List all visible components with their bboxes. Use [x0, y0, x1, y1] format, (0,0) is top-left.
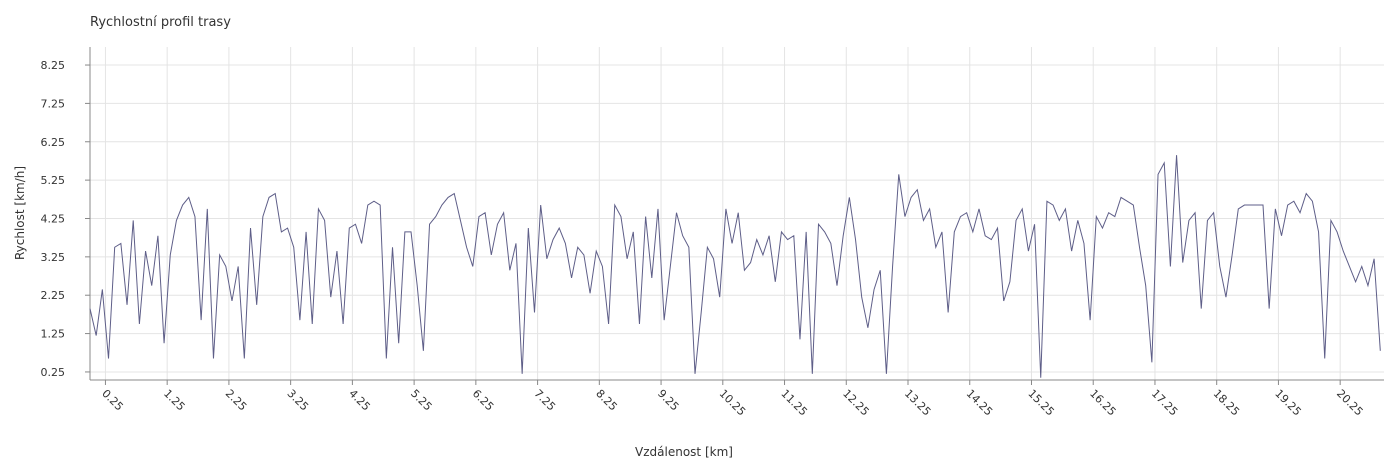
y-tick-label: 0.25	[41, 366, 66, 379]
x-tick-label: 0.25	[99, 387, 126, 414]
x-tick-label: 6.25	[470, 387, 497, 414]
x-tick-label: 2.25	[223, 387, 250, 414]
y-tick-label: 4.25	[41, 212, 66, 225]
x-tick-label: 15.25	[1025, 387, 1056, 418]
x-tick-label: 14.25	[964, 387, 995, 418]
line	[89, 155, 1381, 378]
y-tick-label: 5.25	[41, 174, 66, 187]
x-tick-label: 16.25	[1087, 387, 1118, 418]
x-tick-label: 5.25	[408, 387, 435, 414]
x-tick-label: 7.25	[531, 387, 558, 414]
x-tick-label: 12.25	[840, 387, 871, 418]
x-tick-label: 19.25	[1272, 387, 1303, 418]
y-tick-label: 2.25	[41, 289, 66, 302]
y-tick-label: 1.25	[41, 328, 66, 341]
x-tick-label: 9.25	[655, 387, 682, 414]
x-tick-label: 8.25	[593, 387, 620, 414]
x-tick-label: 10.25	[717, 387, 748, 418]
x-tick-label: 4.25	[346, 387, 373, 414]
x-tick-label: 3.25	[285, 387, 312, 414]
x-axis-label: Vzdálenost [km]	[635, 445, 733, 459]
x-tick-label: 17.25	[1149, 387, 1180, 418]
x-tick-label: 18.25	[1211, 387, 1242, 418]
x-tick-label: 1.25	[161, 387, 188, 414]
y-tick-label: 7.25	[41, 97, 66, 110]
y-tick-label: 3.25	[41, 251, 66, 264]
chart-title: Rychlostní profil trasy	[90, 15, 231, 30]
y-axis-label: Rychlost [km/h]	[13, 166, 27, 260]
x-tick-label: 11.25	[778, 387, 809, 418]
y-tick-label: 8.25	[41, 59, 66, 72]
y-tick-label: 6.25	[41, 136, 66, 149]
x-tick-label: 20.25	[1334, 387, 1365, 418]
x-tick-label: 13.25	[902, 387, 933, 418]
